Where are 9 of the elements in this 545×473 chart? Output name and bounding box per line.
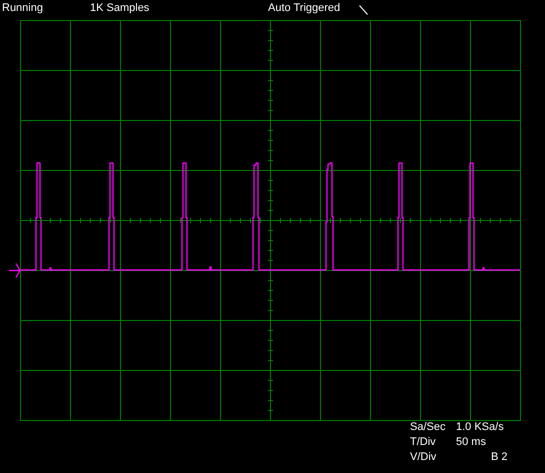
text: 50 ms xyxy=(456,436,486,448)
text: 1K Samples xyxy=(90,2,150,14)
text: Sa/Sec xyxy=(410,421,446,433)
text: Running xyxy=(2,2,43,14)
text: B 2 xyxy=(491,451,508,463)
text: V/Div xyxy=(410,451,436,463)
text: Auto Triggered xyxy=(268,2,340,14)
text: 1.0 KSa/s xyxy=(456,421,504,433)
text: T/Div xyxy=(410,436,436,448)
